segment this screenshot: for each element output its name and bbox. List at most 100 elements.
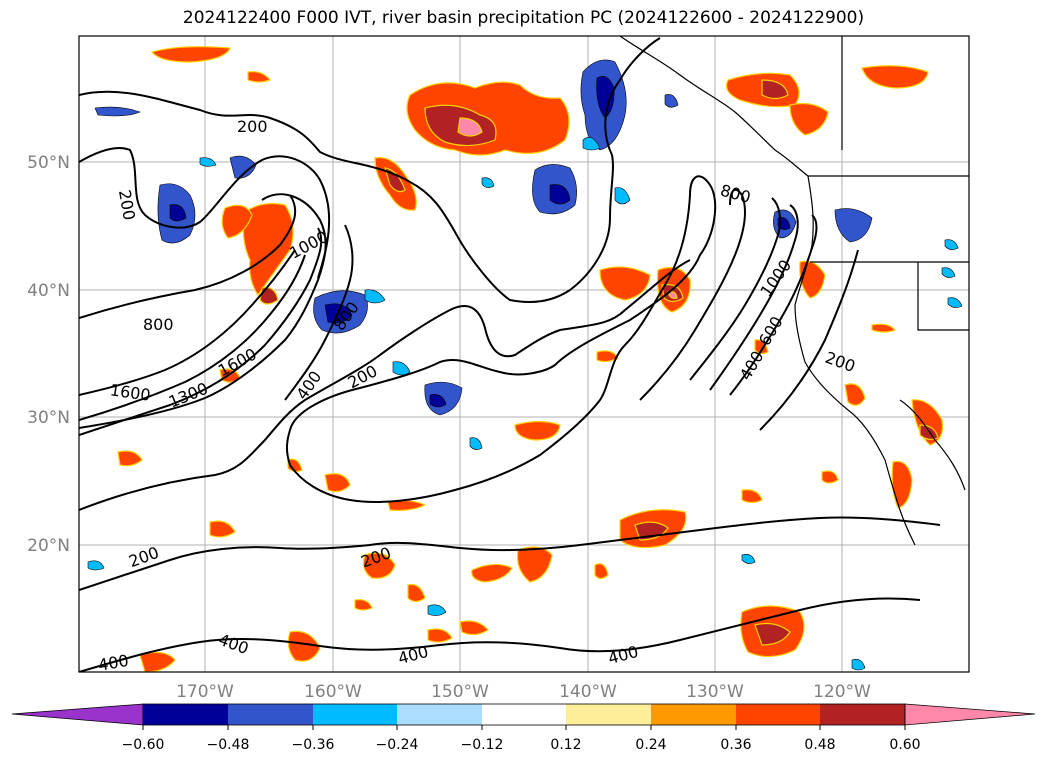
lat-label-50n: 50°N (27, 153, 70, 173)
precip-patch (469, 437, 483, 450)
ivt-contour-200-south (79, 516, 941, 591)
ivt-contour-1000-east (689, 197, 781, 381)
precip-patch (117, 450, 143, 467)
precip-patch (169, 204, 187, 222)
precip-patch (947, 297, 963, 308)
lat-label-40n: 40°N (27, 281, 70, 301)
ivt-contour-1600-a (79, 254, 306, 421)
precip-patch (667, 291, 678, 299)
contour-label: 400 (97, 651, 130, 675)
ivt-contour-600-east (709, 204, 799, 391)
precip-patch (596, 76, 615, 119)
colorbar: −0.60 −0.48 −0.36 −0.24 −0.12 0.12 0.24 … (11, 703, 1036, 753)
precip-patch (514, 420, 561, 441)
coastline-west-coast (794, 175, 916, 546)
colorbar-tick-label: 0.60 (889, 737, 920, 753)
contour-label: 800 (143, 315, 174, 334)
ivt-contour-1300 (79, 227, 323, 436)
contour-label: 200 (237, 117, 268, 136)
ivt-contour-outer-south (79, 259, 691, 511)
colorbar-extend-min (11, 703, 144, 726)
ivt-contour-400-south (79, 597, 921, 672)
colorbar-tick-label: 0.24 (635, 737, 666, 753)
map-border (78, 35, 970, 673)
precip-positive-patches (117, 46, 944, 672)
colorbar-tick-label: −0.12 (461, 737, 504, 753)
precip-patch (457, 117, 483, 137)
precip-patch (516, 546, 553, 583)
lon-label-160w: 160°W (304, 682, 362, 702)
colorbar-tick-label: 0.12 (550, 737, 581, 753)
colorbar-tick-label: −0.24 (376, 737, 419, 753)
coastline-alaska (619, 36, 809, 177)
figure-title: 2024122400 F000 IVT, river basin precipi… (182, 8, 865, 28)
colorbar-extend-max (904, 703, 1036, 726)
lon-labels: 170°W 160°W 150°W 140°W 130°W 120°W (176, 682, 871, 702)
precip-patch (871, 323, 897, 333)
colorbar-tick-label: −0.36 (292, 737, 335, 753)
precip-patch (209, 520, 236, 538)
precip-patch (941, 267, 956, 278)
lat-labels: 50°N 40°N 30°N 20°N (27, 153, 70, 556)
lon-label-150w: 150°W (431, 682, 489, 702)
ivt-contour-200-mid (79, 147, 331, 279)
colorbar-frame (142, 703, 906, 726)
lat-label-20n: 20°N (27, 536, 70, 556)
precip-patch (471, 563, 513, 583)
colorbar-tick-labels: −0.60 −0.48 −0.36 −0.24 −0.12 0.12 0.24 … (122, 737, 921, 753)
colorbar-segment (228, 704, 313, 725)
colorbar-segment (736, 704, 820, 725)
precip-patch (362, 552, 396, 579)
precip-patch (754, 339, 769, 355)
precip-patch (861, 65, 929, 89)
precip-patch (427, 604, 447, 616)
precip-patch (844, 383, 866, 406)
precip-patch (94, 106, 141, 117)
colorbar-tick-label: 0.48 (804, 737, 835, 753)
precip-patch (287, 630, 321, 662)
colorbar-ticks (142, 725, 906, 730)
colorbar-segment (143, 704, 228, 725)
precip-patch (384, 167, 406, 193)
ivt-contour-200-west (79, 37, 661, 303)
precip-patch (599, 266, 651, 301)
precip-patch (199, 157, 217, 167)
colorbar-segment (820, 704, 905, 725)
precip-patch (582, 137, 601, 151)
precip-patch (664, 94, 679, 108)
ivt-contour-1600-b (79, 249, 296, 396)
precip-patch (427, 628, 453, 643)
coastline-baja (899, 399, 966, 491)
lon-label-140w: 140°W (559, 682, 617, 702)
lat-label-30n: 30°N (27, 408, 70, 428)
precip-patch (596, 350, 619, 363)
precip-patch (741, 489, 763, 504)
ivt-contour-800-a (79, 194, 297, 319)
lon-label-120w: 120°W (813, 682, 871, 702)
precip-patch (392, 361, 411, 376)
colorbar-segment (566, 704, 651, 725)
lon-label-130w: 130°W (686, 682, 744, 702)
ivt-contour-400-b (284, 224, 354, 401)
colorbar-tick-label: −0.60 (122, 737, 165, 753)
precip-patch (459, 620, 489, 636)
colorbar-tick-label: 0.36 (720, 737, 751, 753)
ivt-contour-800-east (639, 188, 747, 401)
precip-patch (834, 208, 873, 243)
colorbar-segment (482, 704, 566, 725)
precip-patch (789, 102, 829, 136)
precip-patch (761, 79, 789, 100)
precip-patch (324, 473, 351, 493)
precip-patch (429, 394, 447, 408)
precip-patch (407, 583, 426, 603)
precip-patch (354, 599, 373, 611)
coastlines (619, 36, 969, 546)
land-borders (808, 36, 969, 331)
precip-negative-patches (87, 59, 963, 671)
precip-patch (247, 71, 272, 83)
precip-patch (221, 204, 253, 239)
precip-patch (944, 239, 959, 250)
precip-patch (242, 202, 294, 297)
ivt-contour-400-east (729, 214, 818, 396)
